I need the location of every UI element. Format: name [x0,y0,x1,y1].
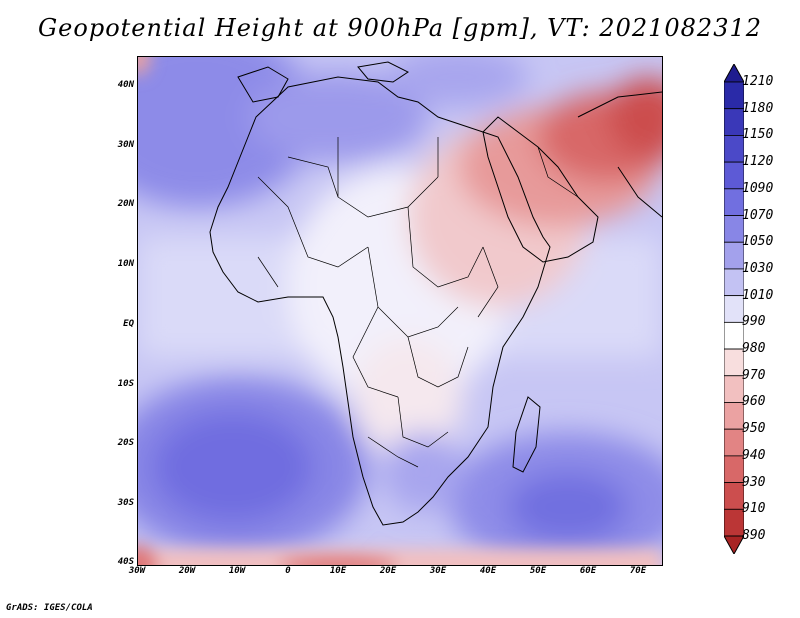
colorbar-level-label: 1030 [742,260,774,276]
lon-label-30e: 30E [429,566,447,576]
lon-label-20w: 20W [178,566,196,576]
colorbar-level-label: 1050 [742,234,774,250]
colorbar-top-triangle [724,64,744,83]
lon-label-10e: 10E [329,566,347,576]
lon-label-10w: 10W [228,566,246,576]
lat-label-40n: 40N [117,80,134,90]
colorbar-bin [724,135,744,163]
lat-label-20s: 20S [117,438,134,448]
colorbar-level-label: 930 [742,474,766,490]
colorbar-bin [724,215,744,243]
colorbar-level-label: 940 [742,447,766,463]
lon-label-60e: 60E [579,566,597,576]
grads-credit: GrADS: IGES/COLA [6,603,93,613]
colorbar-level-label: 890 [742,528,766,543]
map-title: Geopotential Height at 900hPa [gpm], VT:… [38,14,762,42]
colorbar [724,64,744,554]
colorbar-bin [724,348,744,377]
colorbar-level-label: 970 [742,367,766,383]
lon-label-50e: 50E [529,566,547,576]
lat-label-10n: 10N [117,259,134,269]
colorbar-bin [724,241,744,270]
colorbar-bin [724,161,744,190]
lat-label-10s: 10S [117,379,134,389]
colorbar-bin [724,455,744,483]
colorbar-bin [724,402,744,430]
colorbar-level-label: 1150 [742,127,774,143]
coastlines [209,61,662,526]
map-panel [137,56,663,566]
colorbar-level-label: 1090 [742,180,774,196]
colorbar-level-label: 980 [742,341,766,357]
colorbar-level-label: 1180 [742,100,774,116]
lon-label-0: 0 [285,566,291,576]
colorbar-level-label: 990 [742,314,766,330]
colorbar-bin [724,295,744,323]
colorbar-bin [724,375,744,403]
colorbar-level-label: 1070 [742,207,774,223]
map-svg [138,57,662,565]
colorbar-bin [724,482,744,510]
colorbar-level-label: 960 [742,394,766,410]
lat-label-40s: 40S [117,557,134,567]
colorbar-level-label: 1210 [742,74,774,89]
colorbar-level-label: 950 [742,421,766,437]
country-borders [257,137,579,468]
colorbar-level-label: 910 [742,501,766,517]
colorbar-bottom-triangle [724,535,744,554]
lat-label-eq: EQ [123,319,134,329]
lat-label-30s: 30S [117,498,134,508]
colorbar-level-label: 1120 [742,154,774,170]
colorbar-bin [724,108,744,136]
lat-label-30n: 30N [117,140,134,150]
lon-label-20e: 20E [379,566,397,576]
lon-label-30w: 30W [128,566,146,576]
colorbar-bin [724,268,744,297]
colorbar-bin [724,428,744,457]
lon-label-40e: 40E [479,566,497,576]
colorbar-bin [724,321,744,350]
lon-label-70e: 70E [629,566,647,576]
colorbar-level-label: 1010 [742,287,774,303]
lat-label-20n: 20N [117,199,134,209]
colorbar-bin [724,188,744,216]
colorbar-bin [724,81,744,110]
colorbar-bin [724,508,744,537]
